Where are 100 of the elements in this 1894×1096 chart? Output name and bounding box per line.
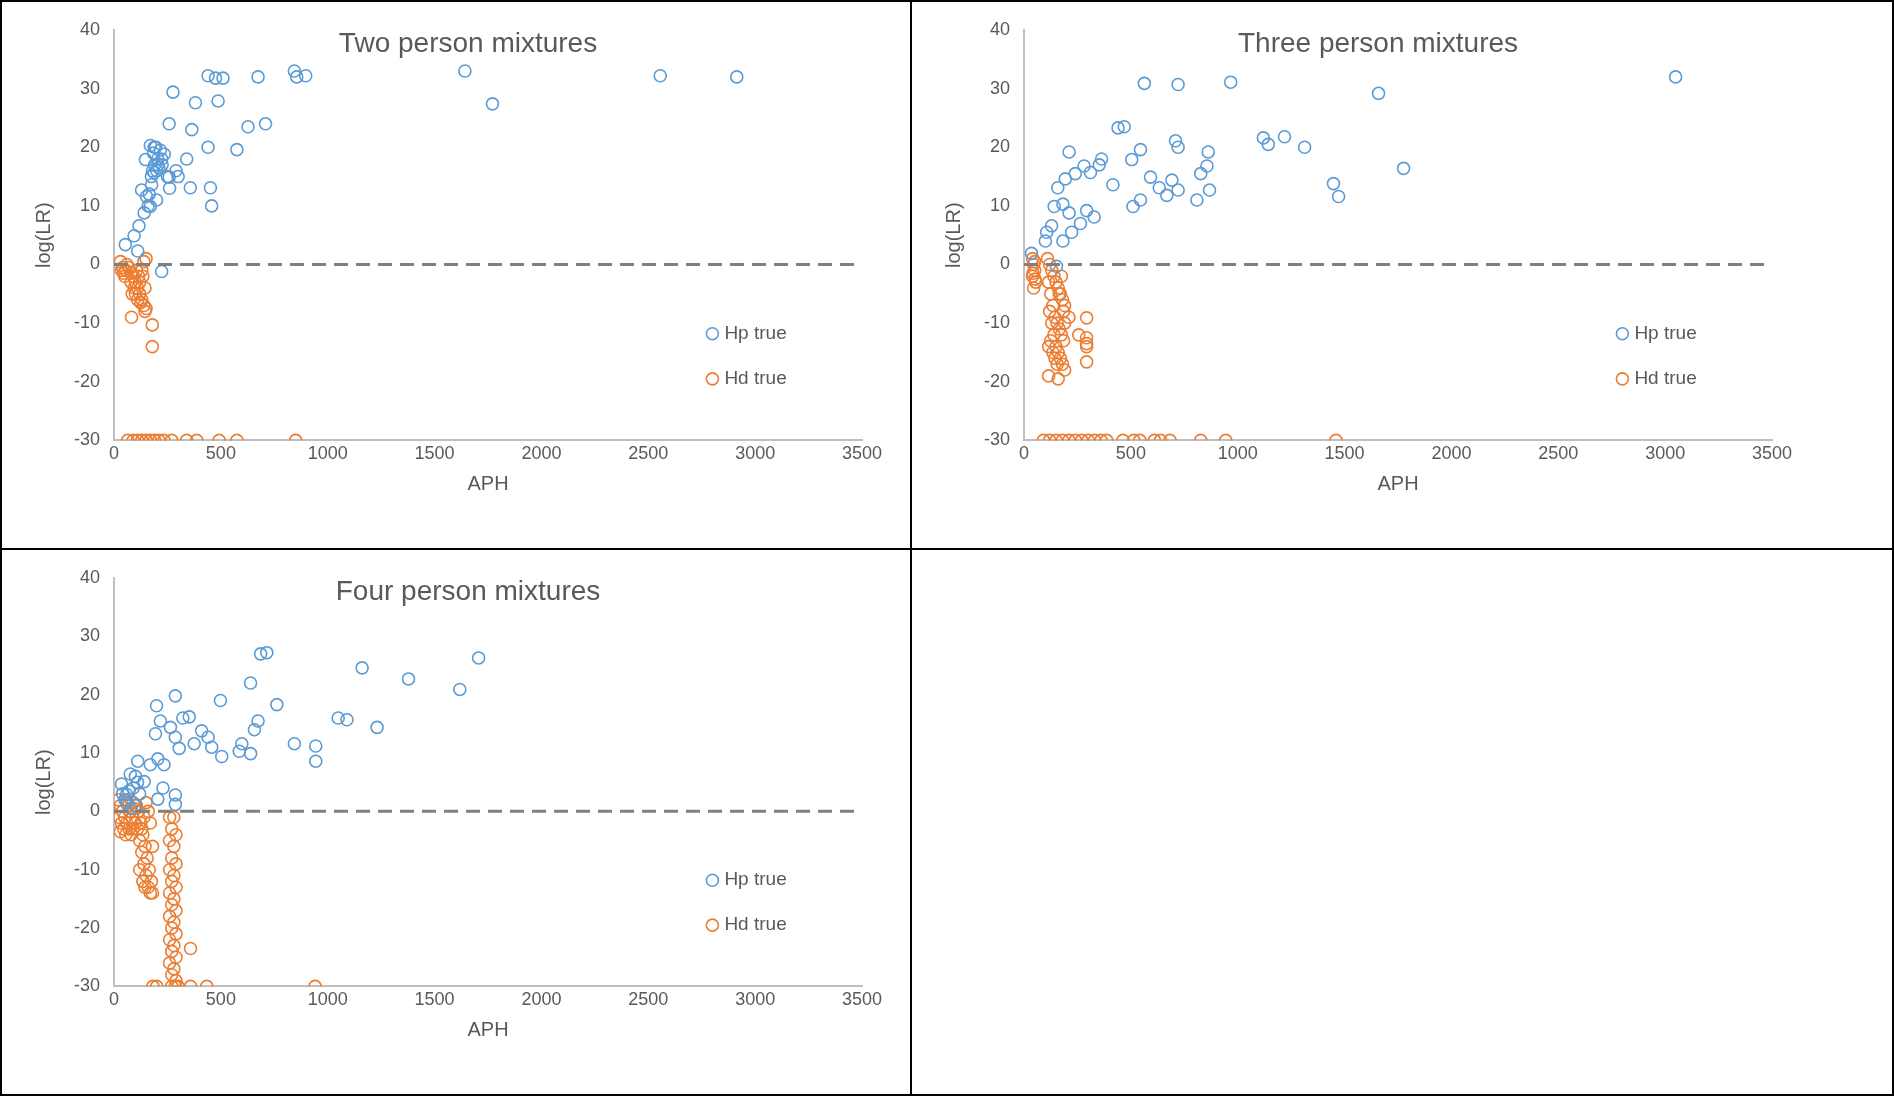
point: [1111, 121, 1125, 135]
point: [1171, 183, 1185, 197]
y-tick-label: 10: [79, 194, 101, 215]
y-axis-title: log(LR): [31, 202, 54, 268]
x-tick-label: 2500: [628, 989, 669, 1010]
point: [204, 199, 219, 213]
point: [1094, 152, 1109, 166]
y-tick-label: 20: [79, 136, 101, 157]
point: [1062, 206, 1076, 220]
point: [1202, 183, 1217, 197]
point: [134, 183, 149, 197]
point: [137, 774, 151, 789]
x-tick-label: 1000: [1217, 443, 1258, 464]
point: [153, 714, 168, 728]
point: [183, 180, 198, 195]
point: [471, 651, 486, 665]
x-tick-label: 1500: [1324, 443, 1365, 464]
point: [151, 752, 165, 766]
point: [308, 739, 323, 753]
point: [171, 169, 185, 184]
y-tick-label: 30: [989, 77, 1011, 98]
point: [126, 781, 141, 795]
point: [1668, 70, 1683, 84]
point: [114, 254, 128, 269]
y-tick-label: -30: [984, 429, 1011, 450]
y-tick-label: 0: [90, 800, 101, 821]
point: [1050, 180, 1065, 195]
point: [308, 754, 323, 768]
chart-title: Two person mixtures: [338, 26, 598, 58]
point: [1058, 172, 1073, 186]
y-tick-label: 20: [989, 136, 1011, 157]
point: [128, 769, 143, 784]
x-tick-label: 500: [1115, 443, 1146, 464]
point: [138, 281, 152, 295]
point: [172, 741, 186, 756]
point: [188, 95, 203, 110]
point: [1087, 210, 1101, 224]
point: [1056, 234, 1070, 248]
point: [1126, 199, 1140, 214]
point: [1190, 193, 1204, 207]
point: [1331, 189, 1346, 204]
x-tick-label: 0: [1019, 443, 1030, 464]
point: [201, 730, 215, 745]
point: [1064, 225, 1079, 240]
point: [168, 788, 183, 802]
x-axis-title: APH: [1377, 471, 1419, 494]
point: [1396, 161, 1411, 176]
x-axis-title: APH: [467, 1017, 509, 1040]
point: [114, 777, 129, 791]
point: [144, 169, 159, 184]
point: [157, 757, 171, 772]
point: [1024, 246, 1039, 261]
legend-label: Hp true: [1634, 321, 1697, 343]
point: [1137, 76, 1152, 91]
point: [204, 740, 219, 754]
point: [145, 318, 160, 332]
y-tick-label: -20: [74, 917, 101, 938]
point: [235, 736, 249, 751]
point: [260, 645, 274, 660]
point: [232, 744, 247, 759]
legend-label: Hp true: [724, 868, 787, 890]
point: [1159, 188, 1174, 203]
point: [485, 97, 500, 111]
point: [1077, 159, 1091, 173]
point: [1277, 129, 1292, 144]
point: [216, 71, 230, 85]
point: [258, 117, 273, 131]
point: [162, 117, 176, 131]
point: [331, 711, 345, 725]
x-tick-label: 2000: [1431, 443, 1472, 464]
legend-label: Hd true: [724, 367, 787, 389]
point: [1168, 134, 1183, 148]
point: [729, 70, 744, 84]
point: [289, 70, 304, 84]
point: [243, 676, 258, 690]
x-tick-label: 1000: [307, 989, 348, 1010]
point: [251, 714, 265, 728]
point: [1073, 216, 1088, 231]
y-tick-label: 30: [79, 625, 101, 646]
point: [1106, 177, 1120, 192]
x-tick-label: 2000: [521, 989, 562, 1010]
y-tick-label: -20: [74, 370, 101, 391]
point: [153, 143, 168, 157]
point: [340, 712, 354, 727]
point: [1038, 234, 1053, 248]
y-axis-title: log(LR): [31, 749, 54, 815]
point: [187, 736, 201, 751]
point: [162, 181, 177, 196]
point: [144, 177, 159, 192]
point: [156, 781, 170, 795]
x-tick-label: 500: [205, 443, 236, 464]
point: [298, 68, 313, 83]
point: [143, 757, 158, 772]
point: [1201, 145, 1216, 159]
point: [163, 720, 178, 735]
point: [154, 264, 169, 279]
point: [127, 228, 141, 243]
y-tick-label: -10: [984, 312, 1011, 333]
point: [253, 647, 268, 661]
point: [130, 754, 145, 768]
